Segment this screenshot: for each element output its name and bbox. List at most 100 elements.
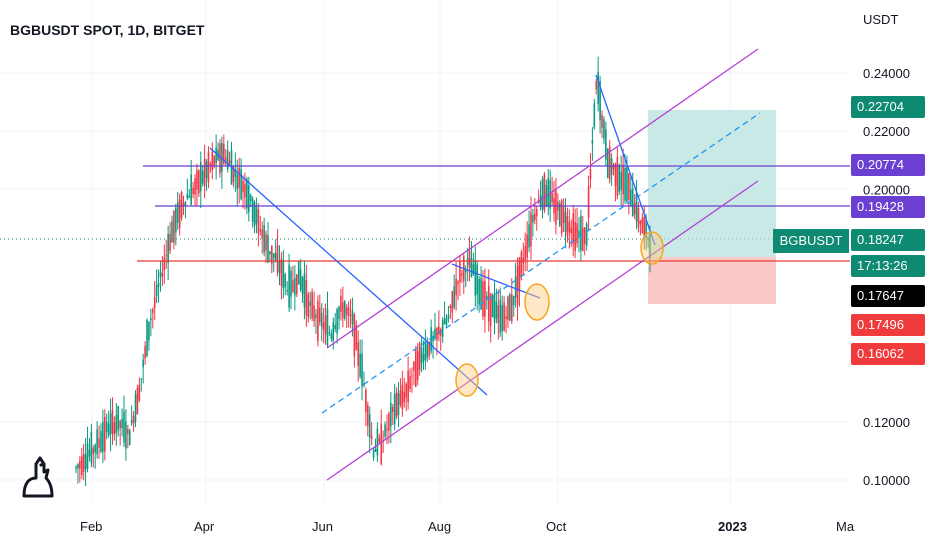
candle-body [115, 414, 118, 433]
candle-body [309, 301, 312, 306]
candle-body [487, 285, 490, 322]
channel-upper [326, 48, 759, 349]
trendline-down [209, 147, 488, 396]
candle-body [608, 146, 611, 180]
candle-body [589, 169, 592, 179]
y-tick-label: 0.10000 [863, 473, 910, 488]
candle-body [295, 274, 298, 294]
candle-body [424, 341, 427, 361]
candle-body [328, 332, 331, 334]
candle-body [361, 353, 363, 387]
y-axis: 0.24000 0.22000 0.20000 0.12000 0.10000 [863, 66, 910, 488]
candle-body [528, 224, 530, 248]
candle-body [630, 189, 632, 207]
candle-body [238, 167, 240, 188]
candle-body [603, 119, 605, 140]
candle-body [269, 251, 271, 255]
candle-body [428, 341, 431, 357]
candle-body [290, 270, 292, 297]
candle-body [574, 222, 576, 251]
candle-body [549, 180, 551, 209]
candle-body [397, 393, 400, 415]
candle-body [568, 221, 571, 233]
candle-body [649, 232, 651, 259]
candle-body [340, 295, 342, 312]
candle-body [637, 207, 640, 228]
candle-body [355, 324, 358, 350]
candle-body [441, 320, 444, 338]
candle-body [509, 294, 511, 321]
candle-body [173, 210, 175, 243]
candle-body [478, 278, 480, 304]
candle-body [132, 415, 135, 424]
candle-body [261, 229, 264, 239]
candle-body [205, 161, 208, 179]
candle-body [614, 163, 617, 186]
candle-body [334, 324, 336, 330]
candle-body [144, 345, 146, 359]
candle-body [393, 394, 396, 425]
candle-body [564, 211, 567, 232]
candle-body [221, 142, 223, 172]
candle-body [512, 295, 515, 305]
currency-unit: USDT [863, 12, 899, 27]
candle-body [447, 314, 450, 320]
candle-body [643, 217, 646, 238]
price-label-stop: 0.16062 [851, 343, 925, 365]
price-label-last: 0.18247 [851, 229, 925, 251]
candle-body [103, 416, 106, 452]
candle-body [534, 213, 536, 221]
candle-body [259, 229, 262, 232]
candle-body [163, 257, 166, 271]
candle-body [439, 329, 442, 336]
candle-body [159, 271, 162, 278]
candle-body [374, 448, 377, 452]
candle-body [146, 319, 148, 357]
candle-body [539, 195, 542, 206]
candle-body [449, 305, 452, 308]
y-tick-label: 0.22000 [863, 124, 910, 139]
candle-body [232, 166, 235, 183]
candle-body [184, 201, 187, 206]
candle-body [186, 194, 189, 199]
candle-body [320, 312, 323, 328]
candle-body [123, 411, 125, 443]
candle-body [587, 186, 590, 218]
candle-body [288, 264, 290, 308]
highlight-circle [455, 363, 479, 397]
candle-body [624, 168, 626, 201]
candle-body [641, 217, 644, 234]
candle-body [499, 300, 502, 334]
candle-body [384, 424, 386, 437]
candle-body [505, 316, 507, 320]
candle-body [175, 207, 177, 233]
candle-body [562, 207, 565, 224]
candle-body [618, 166, 621, 192]
candle-body [461, 273, 463, 276]
candle-body [86, 443, 89, 470]
candle-body [271, 245, 273, 265]
x-tick-label: Feb [80, 519, 102, 534]
candle-body [136, 387, 139, 415]
tradingview-logo-icon[interactable] [18, 452, 58, 500]
candle-body [491, 295, 494, 318]
candle-body [209, 163, 212, 167]
candle-body [413, 361, 415, 371]
candle-body [138, 384, 141, 401]
drawing-tools[interactable] [137, 48, 850, 481]
candle-body [219, 143, 221, 174]
candle-body [301, 277, 304, 295]
candle-body [317, 300, 319, 341]
candle-body [276, 245, 279, 273]
candle-body [434, 328, 436, 339]
candle-body [98, 438, 100, 448]
candle-body [560, 200, 563, 234]
candle-body [313, 305, 315, 321]
candle-body [359, 353, 361, 377]
y-tick-label: 0.12000 [863, 415, 910, 430]
candle-body [150, 318, 152, 321]
candle-body [486, 295, 488, 300]
candle-body [100, 431, 102, 452]
candle-body [457, 281, 459, 285]
